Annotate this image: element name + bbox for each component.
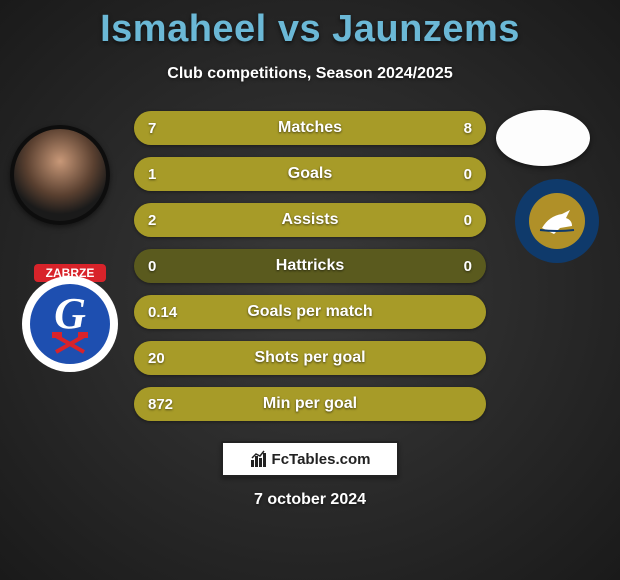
stat-value-left: 1 [148, 166, 156, 183]
stat-value-left: 20 [148, 350, 165, 367]
stat-row: 20 Shots per goal [134, 341, 486, 375]
svg-text:G: G [54, 289, 86, 338]
stat-label: Goals [288, 165, 332, 183]
stat-label: Shots per goal [254, 349, 365, 367]
stat-row: 0 0 Hattricks [134, 249, 486, 283]
stat-value-left: 0.14 [148, 304, 177, 321]
player2-name: Jaunzems [332, 8, 520, 50]
player2-avatar [496, 110, 590, 166]
stat-value-left: 7 [148, 120, 156, 137]
stat-value-right: 0 [464, 166, 472, 183]
stat-label: Goals per match [247, 303, 372, 321]
stat-row: 2 0 Assists [134, 203, 486, 237]
site-name: FcTables.com [272, 451, 371, 468]
player1-name: Ismaheel [100, 8, 267, 50]
player1-club-badge: ZABRZE G [20, 262, 120, 374]
stat-label: Matches [278, 119, 342, 137]
stat-label: Min per goal [263, 395, 357, 413]
stat-value-left: 0 [148, 258, 156, 275]
stat-value-right: 0 [464, 212, 472, 229]
stat-value-right: 8 [464, 120, 472, 137]
stat-value-left: 2 [148, 212, 156, 229]
stat-row: 0.14 Goals per match [134, 295, 486, 329]
player1-avatar [10, 125, 110, 225]
subtitle: Club competitions, Season 2024/2025 [0, 65, 620, 83]
stat-row: 1 0 Goals [134, 157, 486, 191]
stat-label: Hattricks [276, 257, 344, 275]
chart-icon [250, 450, 268, 468]
vs-text: vs [278, 8, 321, 50]
stat-value-right: 0 [464, 258, 472, 275]
player2-club-badge [514, 178, 600, 264]
footer-date: 7 october 2024 [0, 491, 620, 509]
stat-fill-left [134, 111, 299, 145]
stat-value-left: 872 [148, 396, 173, 413]
stat-row: 7 8 Matches [134, 111, 486, 145]
stat-label: Assists [282, 211, 339, 229]
site-badge: FcTables.com [221, 441, 399, 477]
stat-row: 872 Min per goal [134, 387, 486, 421]
comparison-title: Ismaheel vs Jaunzems [0, 0, 620, 51]
